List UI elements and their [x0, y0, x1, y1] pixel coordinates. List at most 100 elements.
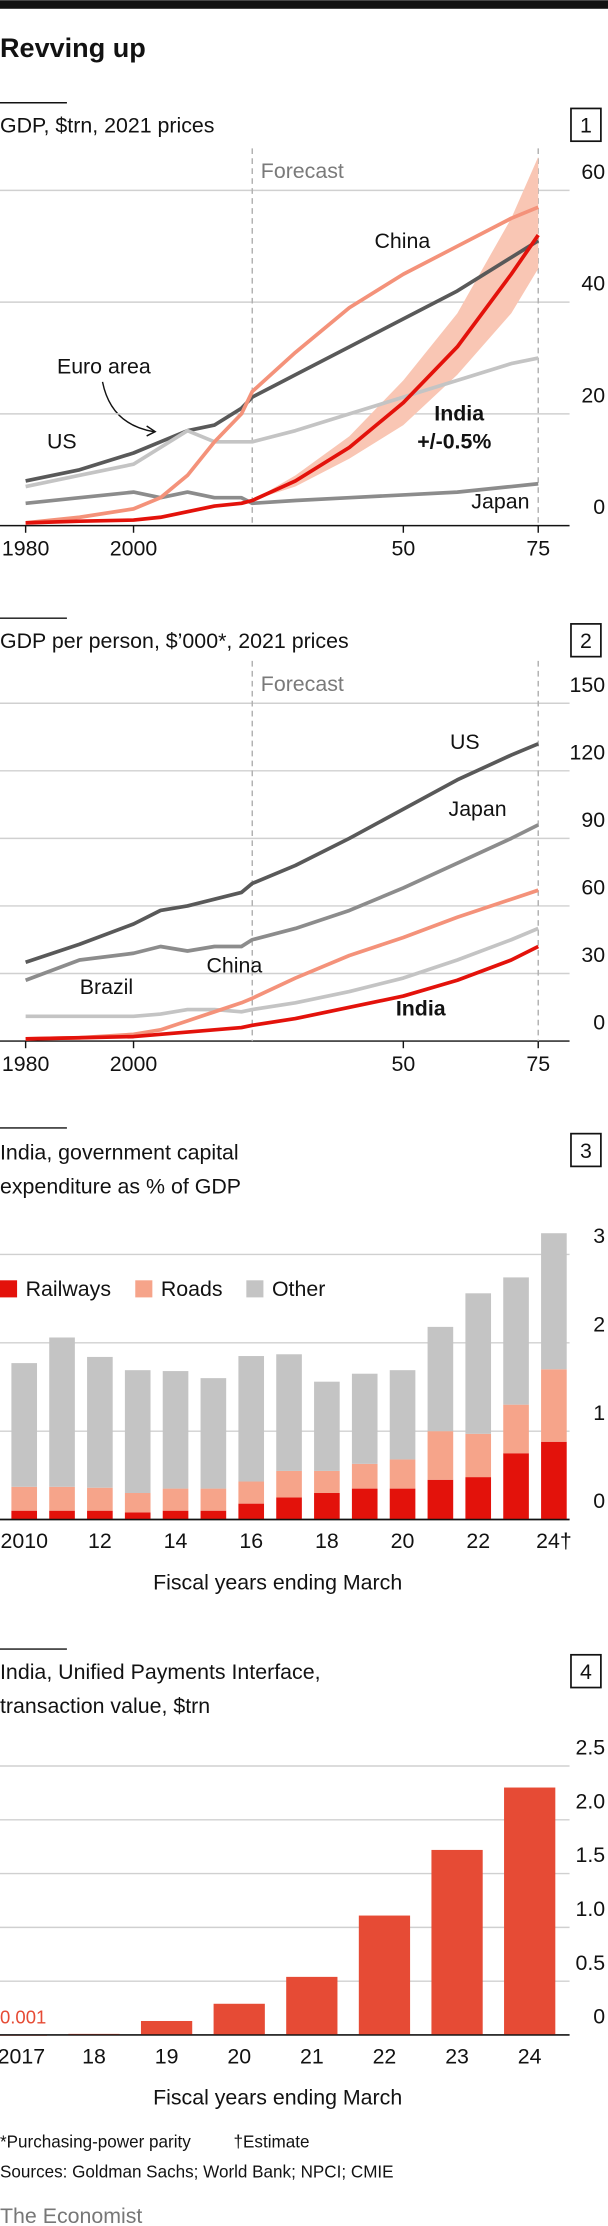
x-tick-label: 18 — [82, 2044, 106, 2068]
x-tick-label: 2000 — [110, 537, 158, 561]
series-line — [24, 823, 540, 983]
forecast-label: Forecast — [261, 672, 344, 696]
bar-segment — [87, 1356, 113, 1488]
bar-segment — [238, 1356, 265, 1482]
sources: Sources: Goldman Sachs; World Bank; NPCI… — [0, 2162, 394, 2181]
bar-segment — [427, 1326, 454, 1432]
x-tick-label: 12 — [88, 1529, 112, 1553]
brand: The Economist — [0, 2204, 142, 2226]
x-tick-label: 20 — [391, 1529, 415, 1553]
chart-title: India, government capital expenditure as… — [0, 1140, 242, 1200]
bar-segment — [351, 1463, 378, 1489]
x-tick-label: 2000 — [110, 1052, 158, 1076]
y-tick-label: 90 — [581, 808, 605, 832]
series-line — [25, 234, 540, 525]
series-label: China — [206, 954, 262, 978]
bar-segment — [541, 1233, 567, 1370]
y-tick-label: 40 — [581, 272, 605, 296]
bar-segment — [276, 1470, 302, 1498]
y-tick-label: 0 — [593, 1011, 605, 1035]
bar-segment — [200, 1510, 227, 1520]
x-tick-label: 22 — [373, 2044, 397, 2068]
y-tick-label: 120 — [570, 740, 606, 764]
bar-segment — [162, 1488, 189, 1511]
bar-segment — [503, 1453, 529, 1520]
y-tick-label: 150 — [570, 673, 606, 697]
x-tick-label: 24 — [518, 2044, 542, 2068]
bar — [504, 1787, 556, 2035]
chart-title-box: India, government capital expenditure as… — [0, 1140, 242, 1200]
value-label: 0.001 — [0, 2007, 46, 2028]
chart-number-box — [570, 1132, 602, 1168]
legend-label: Railways — [26, 1277, 111, 1301]
bar-segment — [503, 1277, 529, 1405]
bar-segment — [276, 1354, 302, 1471]
chart-number-box — [570, 107, 602, 143]
y-tick-label: 1.5 — [575, 1843, 605, 1867]
bar-segment — [238, 1503, 265, 1520]
chart-number: 1 — [580, 114, 592, 138]
y-tick-label: 30 — [581, 943, 605, 967]
bar-segment — [351, 1373, 378, 1464]
chart-number: 4 — [580, 1660, 592, 1684]
bar-segment — [124, 1512, 151, 1520]
series-line — [25, 742, 539, 965]
series-label: Euro area — [57, 354, 151, 378]
y-tick-label: 2 — [593, 1312, 605, 1336]
bar-segment — [162, 1371, 189, 1489]
y-tick-label: 2.0 — [575, 1789, 605, 1813]
x-tick-label: 75 — [526, 537, 550, 561]
series-line — [25, 205, 539, 525]
bar — [358, 1915, 411, 2035]
bar-segment — [427, 1479, 454, 1520]
bar-segment — [200, 1378, 227, 1489]
series-line — [25, 356, 539, 489]
euro-area-pointer — [101, 381, 154, 433]
bar-segment — [427, 1431, 454, 1480]
bar-segment — [389, 1370, 416, 1460]
legend-swatch — [0, 1280, 18, 1298]
headline: Revving up — [0, 33, 146, 63]
bar-segment — [465, 1433, 492, 1478]
y-tick-label: 0 — [593, 495, 605, 519]
chart-number: 3 — [580, 1139, 592, 1163]
series-label: India — [434, 401, 484, 425]
x-tick-label: 22 — [466, 1529, 490, 1553]
series-label: China — [374, 229, 430, 253]
y-tick-label: 0 — [593, 1489, 605, 1513]
y-tick-label: 1 — [593, 1401, 605, 1425]
x-tick-label: 1980 — [2, 1052, 50, 1076]
x-tick-label: 16 — [239, 1529, 263, 1553]
bar-segment — [162, 1510, 189, 1520]
series-label: Brazil — [80, 975, 133, 999]
series-line — [25, 926, 539, 1019]
bar-segment — [314, 1381, 340, 1471]
top-bar — [0, 0, 608, 9]
y-tick-label: 3 — [593, 1224, 605, 1248]
series-line — [25, 944, 540, 1041]
x-tick-label: 14 — [164, 1529, 188, 1553]
y-tick-label: 0 — [593, 2005, 605, 2029]
bar-segment — [465, 1293, 492, 1434]
y-tick-label: 20 — [581, 384, 605, 408]
bar-segment — [389, 1459, 416, 1489]
bar-segment — [314, 1470, 340, 1494]
series-label: US — [47, 430, 77, 454]
legend-label: Roads — [161, 1277, 223, 1301]
bar-segment — [11, 1363, 38, 1487]
bar-segment — [49, 1337, 75, 1487]
legend-swatch — [135, 1280, 153, 1298]
x-tick-label: 50 — [391, 537, 415, 561]
series-label: Japan — [449, 797, 507, 821]
bar-segment — [124, 1370, 151, 1494]
x-tick-label: 19 — [155, 2044, 179, 2068]
bar-segment — [541, 1369, 567, 1442]
y-tick-label: 0.5 — [575, 1951, 605, 1975]
chart-title: GDP, $trn, 2021 prices — [0, 114, 215, 139]
bar-segment — [49, 1510, 75, 1520]
series-label: India — [396, 996, 446, 1020]
bar-segment — [49, 1486, 75, 1511]
bar-segment — [351, 1488, 378, 1520]
legend-swatch — [246, 1280, 264, 1298]
